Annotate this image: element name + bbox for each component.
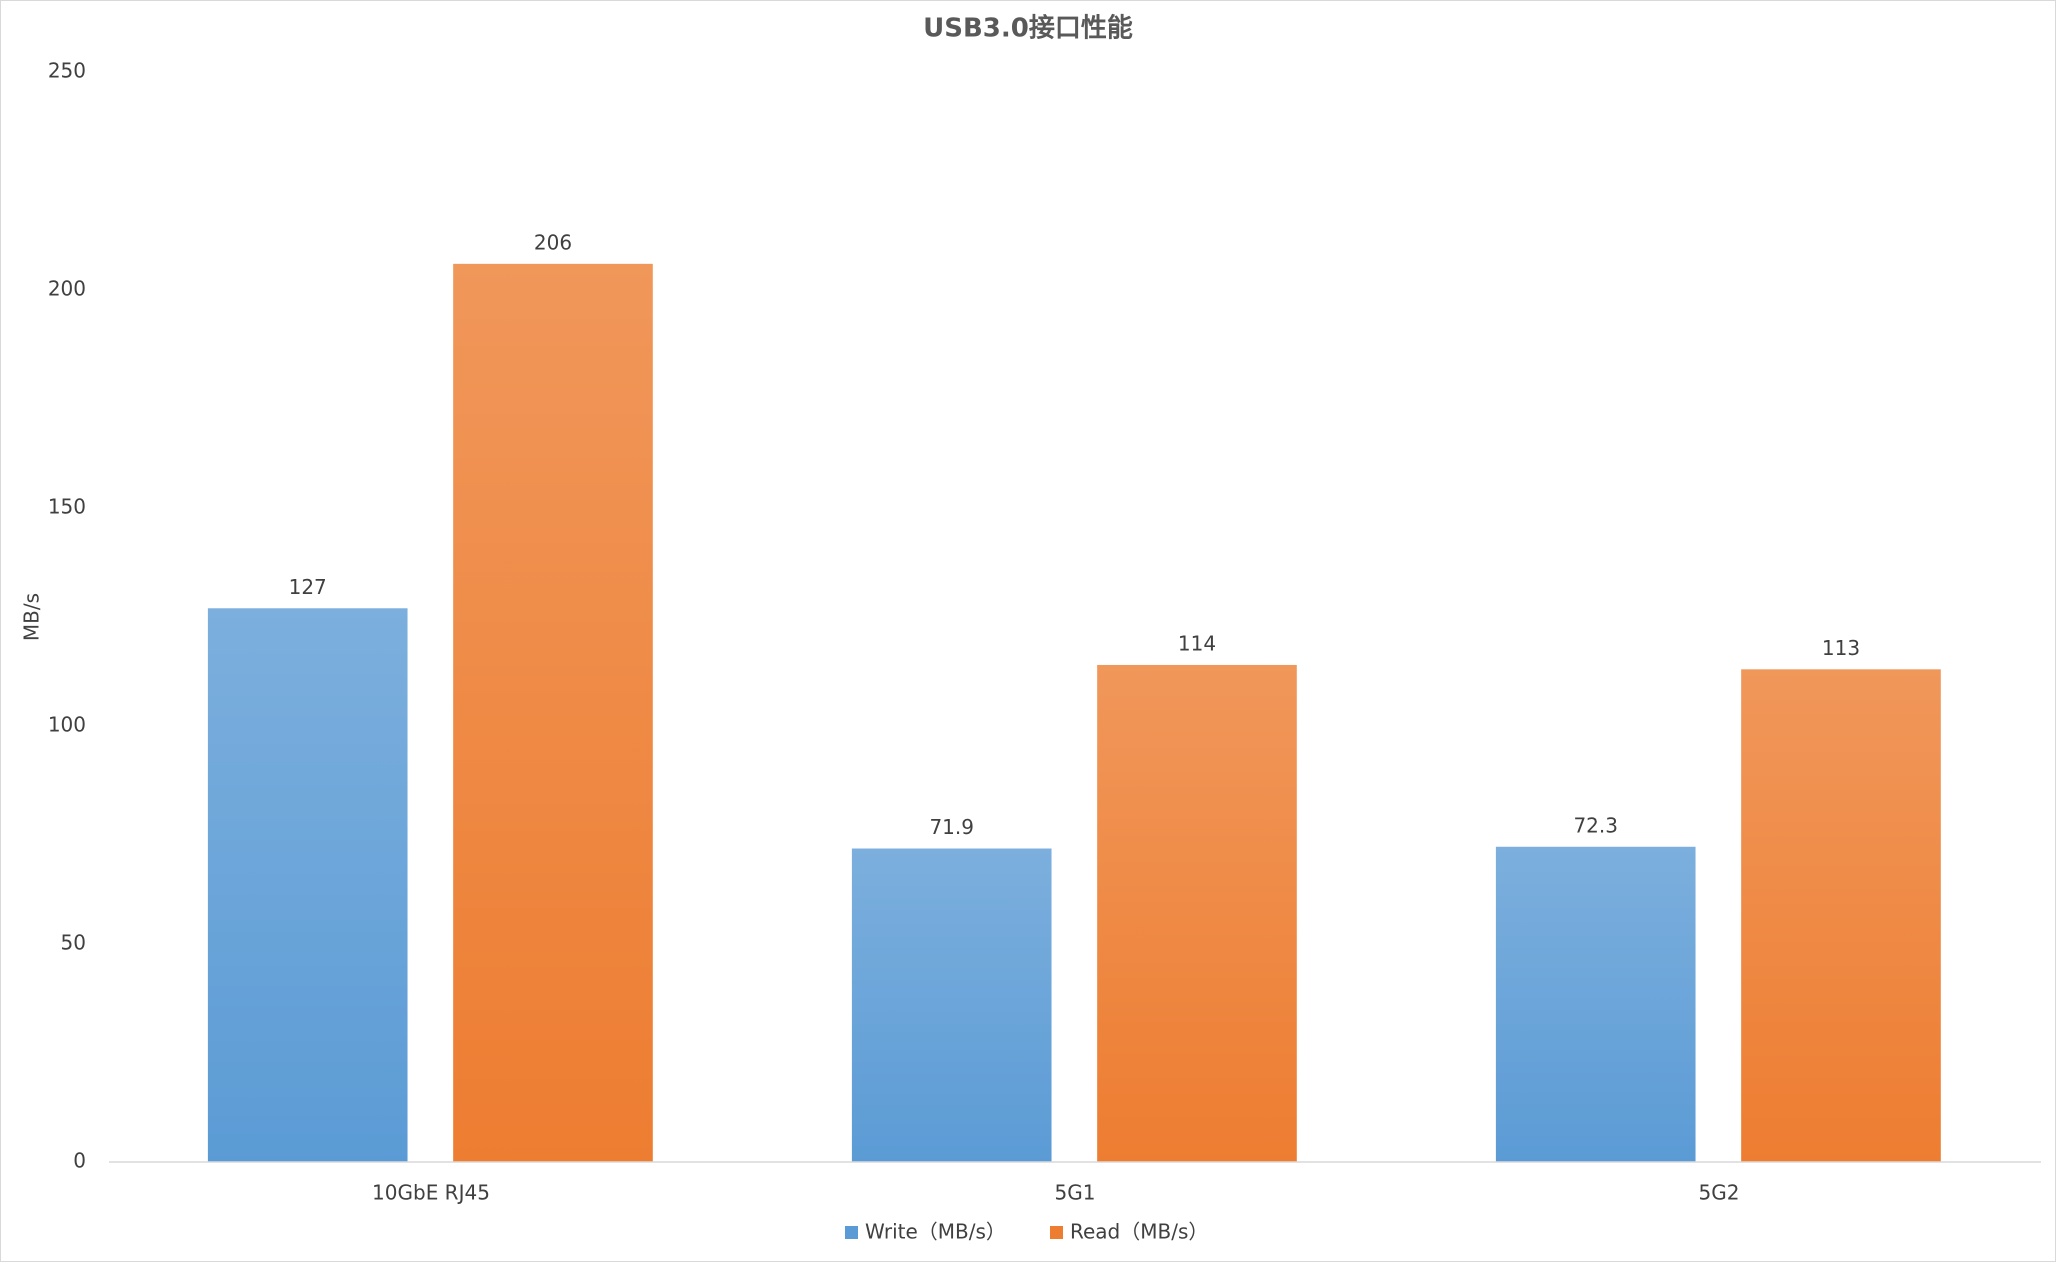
y-tick-label: 200: [48, 277, 86, 301]
bar: [1097, 664, 1297, 1162]
y-tick-label: 0: [73, 1149, 86, 1173]
bar: [453, 263, 653, 1163]
data-label: 72.3: [1573, 813, 1618, 837]
chart-title: USB3.0接口性能: [923, 13, 1133, 44]
bar: [851, 848, 1052, 1162]
data-label: 71.9: [929, 815, 974, 839]
data-label: 206: [534, 230, 572, 254]
legend-label: Write（MB/s）: [865, 1220, 1006, 1244]
y-axis-label: MB/s: [20, 593, 44, 641]
bar: [207, 608, 408, 1162]
data-label: 127: [289, 575, 327, 599]
y-tick-label: 250: [48, 59, 86, 83]
data-label: 113: [1822, 636, 1860, 660]
y-tick-label: 100: [48, 713, 86, 737]
y-tick-label: 150: [48, 495, 86, 519]
x-tick-label: 10GbE RJ45: [372, 1181, 490, 1205]
bar: [1741, 669, 1941, 1162]
legend-swatch: [845, 1226, 858, 1239]
y-tick-label: 50: [61, 931, 86, 955]
bar: [1495, 846, 1696, 1162]
legend-swatch: [1050, 1226, 1063, 1239]
legend-label: Read（MB/s）: [1070, 1220, 1208, 1244]
data-label: 114: [1178, 631, 1216, 655]
x-tick-label: 5G1: [1055, 1181, 1096, 1205]
x-tick-label: 5G2: [1699, 1181, 1740, 1205]
